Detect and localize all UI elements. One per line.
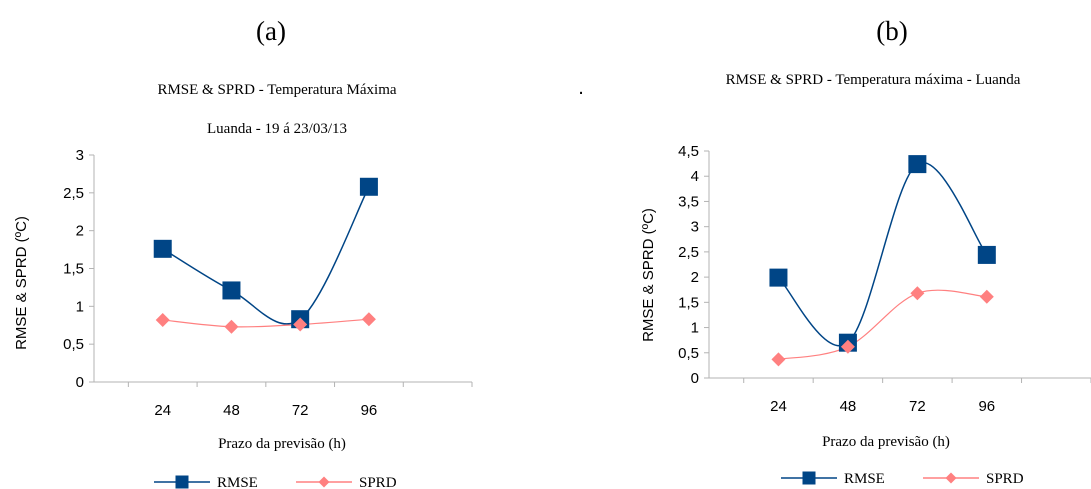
x-tick-label: 48 — [223, 402, 240, 419]
y-tick-label: 2 — [691, 269, 699, 286]
chart-a-svg: (a) RMSE & SPRD - Temperatura Máxima Lua… — [0, 0, 545, 489]
y-tick-label: 0,5 — [63, 336, 84, 353]
legend-label-sprd: SPRD — [359, 475, 397, 489]
x-tick-label: 24 — [154, 402, 171, 419]
y-tick-label: 2,5 — [63, 185, 84, 202]
x-tick-label: 72 — [292, 402, 309, 419]
y-tick-label: 4,5 — [678, 143, 699, 160]
data-point-diamond — [224, 320, 238, 334]
panel-label: (a) — [256, 16, 286, 46]
y-tick-label: 1 — [76, 298, 84, 315]
data-point-diamond — [946, 473, 957, 484]
y-tick-label: 2,5 — [678, 244, 699, 261]
data-point-diamond — [156, 313, 170, 327]
x-tick-label: 96 — [361, 402, 378, 419]
legend-label-rmse: RMSE — [217, 475, 258, 489]
chart-title: RMSE & SPRD - Temperatura máxima - Luand… — [726, 72, 1021, 88]
data-point-square — [908, 155, 926, 173]
x-tick-label: 96 — [978, 398, 995, 415]
y-tick-label: 3 — [76, 147, 84, 164]
panel-label: (b) — [876, 16, 907, 46]
chart-b-svg: (b) . RMSE & SPRD - Temperatura máxima -… — [545, 0, 1091, 489]
x-axis-label: Prazo da previsão (h) — [822, 434, 950, 450]
y-tick-label: 4 — [691, 168, 699, 185]
y-axis-label: RMSE & SPRD (ºC) — [640, 208, 657, 342]
data-point-square — [769, 269, 787, 287]
legend-label-sprd: SPRD — [986, 471, 1024, 487]
data-point-square — [978, 246, 996, 264]
data-point-square — [222, 281, 240, 299]
chart-b: (b) . RMSE & SPRD - Temperatura máxima -… — [545, 0, 1091, 489]
chart-a: (a) RMSE & SPRD - Temperatura Máxima Lua… — [0, 0, 545, 489]
data-point-square — [176, 476, 189, 489]
series-line-sprd — [778, 290, 986, 359]
y-tick-label: 3,5 — [678, 193, 699, 210]
y-axis-label: RMSE & SPRD (ºC) — [13, 216, 30, 350]
x-tick-label: 48 — [840, 398, 857, 415]
data-point-diamond — [980, 290, 994, 304]
data-point-diamond — [362, 312, 376, 326]
y-tick-label: 1 — [691, 320, 699, 337]
plot-area: 0 0,5 1 1,5 2 2,5 3 3,5 4 4,5 24 48 72 96 — [678, 143, 1091, 415]
series-line-sprd — [163, 319, 369, 327]
data-point-diamond — [771, 352, 785, 366]
data-point-diamond — [319, 477, 330, 488]
data-point-square — [360, 178, 378, 196]
y-tick-label: 1,5 — [678, 294, 699, 311]
y-tick-label: 3 — [691, 219, 699, 236]
x-tick-label: 24 — [770, 398, 787, 415]
data-point-square — [803, 472, 816, 485]
stray-mark: . — [578, 77, 584, 99]
series-line-rmse — [163, 187, 369, 324]
y-tick-label: 0 — [76, 374, 84, 391]
y-tick-label: 1,5 — [63, 261, 84, 278]
chart-title: RMSE & SPRD - Temperatura Máxima — [157, 82, 396, 98]
chart-subtitle: Luanda - 19 á 23/03/13 — [207, 121, 347, 137]
y-tick-label: 2 — [76, 223, 84, 240]
legend: RMSE SPRD — [154, 475, 397, 489]
y-tick-label: 0 — [691, 370, 699, 387]
x-axis-label: Prazo da previsão (h) — [218, 436, 346, 452]
plot-area: 0 0,5 1 1,5 2 2,5 3 24 48 72 96 — [63, 147, 472, 419]
data-point-diamond — [910, 286, 924, 300]
y-tick-label: 0,5 — [678, 345, 699, 362]
data-point-square — [154, 240, 172, 258]
legend: RMSE SPRD — [781, 471, 1024, 487]
legend-label-rmse: RMSE — [844, 471, 885, 487]
x-tick-label: 72 — [909, 398, 926, 415]
